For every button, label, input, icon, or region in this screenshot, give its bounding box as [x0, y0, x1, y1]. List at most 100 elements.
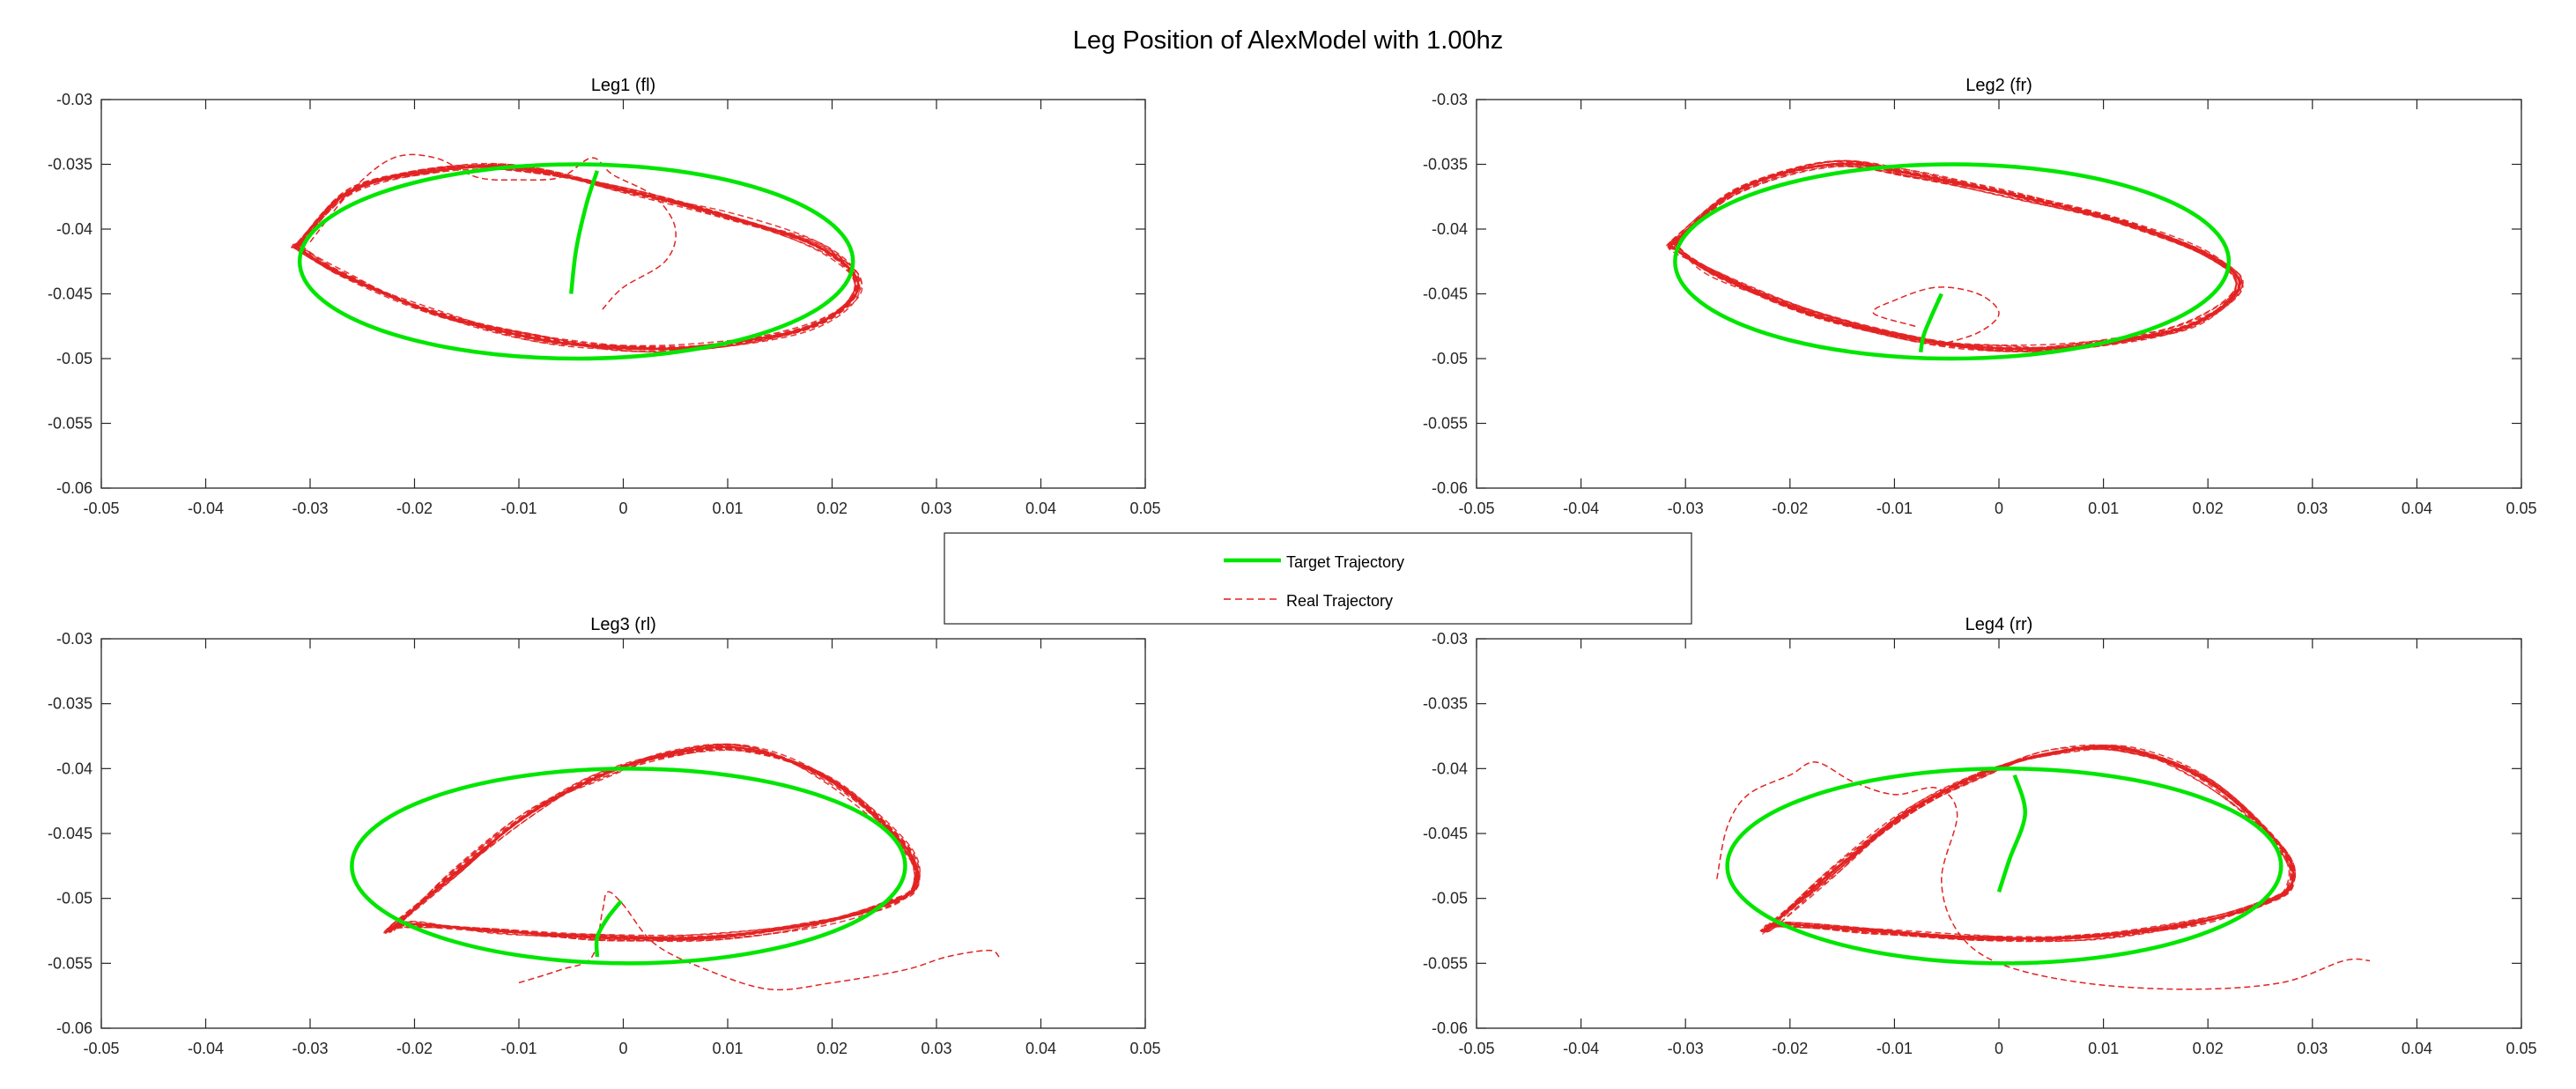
- y-tick-label: -0.04: [1432, 220, 1468, 238]
- x-tick-label: -0.03: [1668, 500, 1704, 517]
- legend: Target Trajectory Real Trajectory: [944, 532, 1692, 625]
- y-tick-label: -0.03: [1432, 91, 1468, 108]
- real-trajectory-cycle: [1665, 159, 2237, 350]
- x-tick-label: -0.05: [83, 1040, 119, 1057]
- y-tick-label: -0.05: [56, 350, 93, 367]
- target-trajectory-ellipse: [297, 162, 855, 361]
- real-trajectory-transient: [309, 153, 677, 310]
- x-tick-label: 0.01: [712, 500, 743, 517]
- x-tick-label: -0.01: [500, 500, 537, 517]
- y-tick-label: -0.055: [1423, 954, 1468, 972]
- x-tick-label: 0.05: [2506, 1040, 2536, 1057]
- legend-real-label: Real Trajectory: [1286, 592, 1393, 610]
- y-tick-label: -0.055: [48, 415, 93, 433]
- y-tick-label: -0.04: [1432, 759, 1468, 777]
- x-tick-label: 0.02: [2193, 500, 2224, 517]
- y-tick-label: -0.05: [1432, 890, 1468, 908]
- x-tick-label: 0.04: [1025, 1040, 1056, 1057]
- y-tick-label: -0.04: [56, 220, 93, 238]
- y-tick-label: -0.03: [56, 630, 93, 648]
- y-tick-label: -0.045: [1423, 825, 1468, 842]
- y-tick-label: -0.035: [48, 156, 93, 174]
- real-trajectory-transient: [518, 891, 1000, 991]
- subplot-title: Leg3 (rl): [590, 615, 655, 634]
- x-tick-label: 0.01: [2088, 500, 2119, 517]
- x-tick-label: -0.05: [1458, 500, 1494, 517]
- x-tick-label: 0.03: [921, 500, 951, 517]
- x-tick-label: 0.02: [817, 500, 848, 517]
- x-tick-label: 0: [1995, 500, 2003, 517]
- real-trajectory-cycle: [383, 746, 921, 942]
- x-tick-label: -0.04: [1563, 500, 1599, 517]
- real-trajectory-mean: [1667, 162, 2241, 351]
- subplot-title: Leg4 (rr): [1965, 615, 2033, 634]
- subplot-leg4-rr: Leg4 (rr) -0.05 -0.04 -0.03 -0.02 -0.01 0 0.01 0…: [1423, 615, 2537, 1057]
- x-tick-label: -0.04: [188, 1040, 224, 1057]
- x-tick-label: -0.03: [292, 1040, 328, 1057]
- x-tick-label: 0.02: [2193, 1040, 2224, 1057]
- plot-area: [1476, 638, 2522, 1029]
- y-tick-label: -0.045: [48, 285, 93, 303]
- x-tick-label: -0.01: [500, 1040, 537, 1057]
- x-tick-label: -0.04: [188, 500, 224, 517]
- x-tick-label: 0.03: [2297, 500, 2328, 517]
- real-trajectory-mean: [387, 745, 919, 940]
- y-tick-label: -0.06: [1432, 1019, 1468, 1037]
- target-trajectory-ellipse: [350, 767, 907, 966]
- x-tick-label: 0.04: [2402, 500, 2432, 517]
- y-tick-label: -0.055: [1423, 415, 1468, 433]
- y-tick-label: -0.04: [56, 759, 93, 777]
- y-tick-label: -0.045: [1423, 285, 1468, 303]
- x-tick-label: 0.05: [2506, 500, 2536, 517]
- y-tick-label: -0.045: [48, 825, 93, 842]
- x-tick-label: 0.02: [817, 1040, 848, 1057]
- plot-area: [1476, 99, 2522, 489]
- target-trajectory-approach: [1918, 293, 1943, 353]
- subplot-title: Leg2 (fr): [1965, 76, 2032, 95]
- real-trajectory-mean: [1762, 745, 2295, 940]
- plot-area: [100, 638, 1146, 1029]
- x-tick-label: 0: [618, 500, 627, 517]
- y-tick-label: -0.06: [56, 1019, 93, 1037]
- y-tick-label: -0.05: [1432, 350, 1468, 367]
- x-tick-label: -0.05: [1458, 1040, 1494, 1057]
- x-tick-label: 0.03: [921, 1040, 951, 1057]
- x-tick-label: 0.05: [1129, 500, 1160, 517]
- y-tick-label: -0.06: [1432, 479, 1468, 497]
- figure-title: Leg Position of AlexModel with 1.00hz: [1072, 26, 1504, 55]
- y-tick-label: -0.035: [1423, 156, 1468, 174]
- legend-target-label: Target Trajectory: [1286, 553, 1404, 571]
- plot-area: [100, 99, 1146, 489]
- x-tick-label: 0.03: [2297, 1040, 2328, 1057]
- subplot-leg1-fl: Leg1 (fl) -0.05 -0.04 -0.03 -0.02 -0.01 0 0.01 0…: [48, 76, 1161, 517]
- y-tick-label: -0.035: [48, 695, 93, 713]
- y-tick-label: -0.03: [56, 91, 93, 108]
- target-trajectory-approach: [1996, 774, 2027, 893]
- real-trajectory-cycle: [386, 748, 921, 939]
- x-tick-label: -0.02: [396, 1040, 433, 1057]
- y-tick-label: -0.05: [56, 890, 93, 908]
- x-tick-label: -0.02: [1772, 1040, 1808, 1057]
- real-trajectory-mean: [292, 165, 860, 351]
- y-tick-label: -0.035: [1423, 695, 1468, 713]
- x-tick-label: -0.05: [83, 500, 119, 517]
- x-tick-label: 0.01: [2088, 1040, 2119, 1057]
- x-tick-label: 0: [618, 1040, 627, 1057]
- y-tick-label: -0.055: [48, 954, 93, 972]
- y-tick-label: -0.03: [1432, 630, 1468, 648]
- real-trajectory-cycle: [1762, 748, 2291, 943]
- real-trajectory-cycle: [292, 163, 861, 351]
- x-tick-label: -0.01: [1876, 1040, 1913, 1057]
- x-tick-label: -0.03: [292, 500, 328, 517]
- real-trajectory-cycle: [1669, 160, 2244, 352]
- target-trajectory-ellipse: [1673, 162, 2232, 361]
- x-tick-label: -0.01: [1876, 500, 1913, 517]
- x-tick-label: 0.04: [2402, 1040, 2432, 1057]
- real-trajectory-transient: [1716, 761, 2371, 990]
- x-tick-label: -0.02: [1772, 500, 1808, 517]
- real-trajectory-cycle: [1764, 745, 2291, 940]
- real-trajectory-transient: [1872, 286, 2000, 347]
- x-tick-label: 0.01: [712, 1040, 743, 1057]
- subplot-title: Leg1 (fl): [591, 76, 655, 95]
